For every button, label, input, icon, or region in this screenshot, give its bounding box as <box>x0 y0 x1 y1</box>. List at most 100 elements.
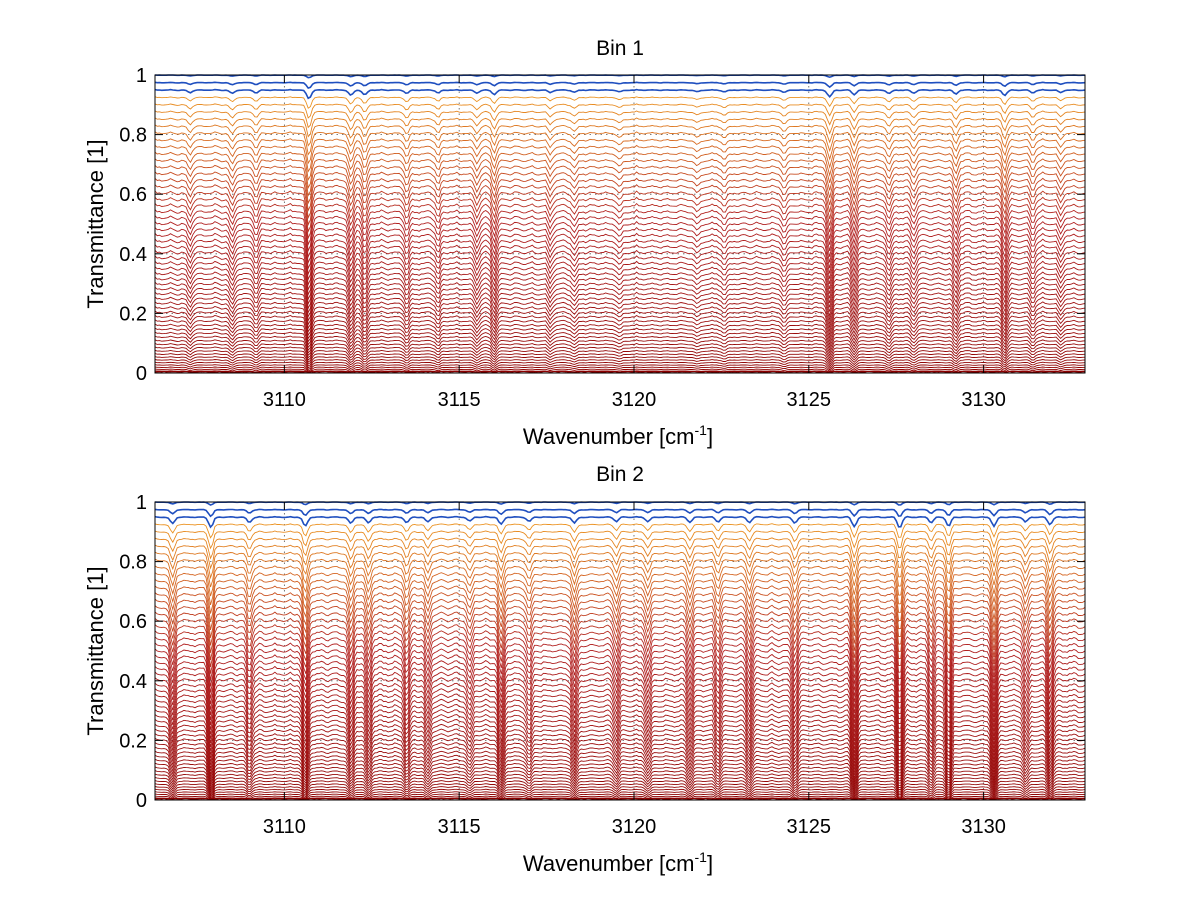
series-line <box>154 571 1086 606</box>
series-line <box>154 708 1086 748</box>
series-line <box>154 611 1086 653</box>
series-line <box>154 310 1086 337</box>
series-line <box>154 164 1086 197</box>
panel-bin-2: Bin 2 3110 3115 3120 3125 3130 0 0.2 0.4 0.6 0.8 1… <box>83 463 1086 876</box>
series-line <box>154 732 1086 765</box>
x-tick-label: 3115 <box>438 389 481 411</box>
series-line <box>154 515 1086 529</box>
series-line <box>154 158 1086 190</box>
chart-title: Bin 1 <box>596 37 644 60</box>
series-line <box>154 604 1086 646</box>
y-tick-label: 0.4 <box>119 671 147 693</box>
series-line <box>154 271 1086 306</box>
series-line <box>154 671 1086 715</box>
x-tick-label: 3120 <box>612 816 657 838</box>
series-line <box>154 617 1086 661</box>
series-line <box>154 565 1086 597</box>
x-tick-label: 3130 <box>961 816 1006 838</box>
series-line <box>154 196 1086 234</box>
series-line <box>154 215 1086 253</box>
series-line <box>154 124 1086 147</box>
series-line <box>154 190 1086 227</box>
series-line <box>154 741 1086 772</box>
y-tick-label: 0.8 <box>119 125 147 147</box>
y-tick-label: 0 <box>136 790 147 812</box>
series-line <box>154 151 1086 182</box>
x-axis-label: Wavenumber [cm-1] <box>523 849 713 876</box>
axis-ticks: 3110 3115 3120 3125 3130 0 0.2 0.4 0.6 0.8 1 <box>119 65 1085 411</box>
series-line <box>154 88 1086 100</box>
axis-ticks: 3110 3115 3120 3125 3130 0 0.2 0.4 0.6 0.8 1 <box>119 492 1085 838</box>
series-line <box>154 523 1086 539</box>
y-tick-label: 0.6 <box>119 611 147 633</box>
series-line <box>154 314 1086 340</box>
series-line <box>154 591 1086 631</box>
series-line <box>154 131 1086 156</box>
series-line <box>154 244 1086 281</box>
series-line <box>154 138 1086 165</box>
series-line <box>154 762 1086 786</box>
x-tick-label: 3125 <box>787 389 832 411</box>
series-line <box>154 665 1086 710</box>
series-line <box>154 798 1086 800</box>
series-line <box>154 758 1086 783</box>
series-line <box>154 682 1086 725</box>
series-line <box>154 286 1086 319</box>
series-line <box>154 578 1086 614</box>
series-line <box>154 296 1086 326</box>
series-line <box>154 750 1086 779</box>
y-tick-label: 0.2 <box>119 730 147 752</box>
series-line <box>154 319 1086 343</box>
series-line <box>154 598 1086 638</box>
series-line <box>154 238 1086 276</box>
series-line <box>154 636 1086 681</box>
series-line <box>154 103 1086 119</box>
series-line <box>154 266 1086 301</box>
series-line <box>154 110 1086 129</box>
series-line <box>154 226 1086 265</box>
y-tick-label: 1 <box>136 492 147 514</box>
series-line <box>154 221 1086 259</box>
x-tick-label: 3125 <box>787 816 832 838</box>
series-group <box>154 501 1086 800</box>
series-line <box>154 629 1086 674</box>
x-tick-label: 3115 <box>438 816 481 838</box>
series-line <box>154 718 1086 755</box>
plot-frame <box>154 74 1086 374</box>
series-line <box>154 773 1086 792</box>
y-axis-label: Transmittance [1] <box>83 566 108 735</box>
series-line <box>154 361 1086 370</box>
series-line <box>154 537 1086 560</box>
series-line <box>154 335 1086 354</box>
series-line <box>154 202 1086 240</box>
series-line <box>154 508 1086 518</box>
series-line <box>154 642 1086 687</box>
series-line <box>154 746 1086 776</box>
series-line <box>154 713 1086 751</box>
x-tick-label: 3120 <box>612 389 657 411</box>
series-line <box>154 117 1086 138</box>
series-line <box>154 323 1086 346</box>
series-line <box>154 260 1086 297</box>
y-axis-label: Transmittance [1] <box>83 139 108 308</box>
series-line <box>154 331 1086 352</box>
series-line <box>154 783 1086 796</box>
series-line <box>154 793 1086 800</box>
x-tick-label: 3110 <box>263 389 306 411</box>
series-line <box>154 255 1086 292</box>
y-tick-label: 0.8 <box>119 552 147 574</box>
chart-title: Bin 2 <box>596 463 644 486</box>
y-tick-label: 1 <box>136 65 147 87</box>
y-tick-label: 0 <box>136 363 147 385</box>
series-line <box>154 659 1086 705</box>
y-tick-label: 0.2 <box>119 303 147 325</box>
series-line <box>154 276 1086 310</box>
series-line <box>154 776 1086 793</box>
series-line <box>154 648 1086 693</box>
series-line <box>154 301 1086 330</box>
series-line <box>154 585 1086 622</box>
series-line <box>154 281 1086 314</box>
series-line <box>154 530 1086 550</box>
series-line <box>154 769 1086 790</box>
